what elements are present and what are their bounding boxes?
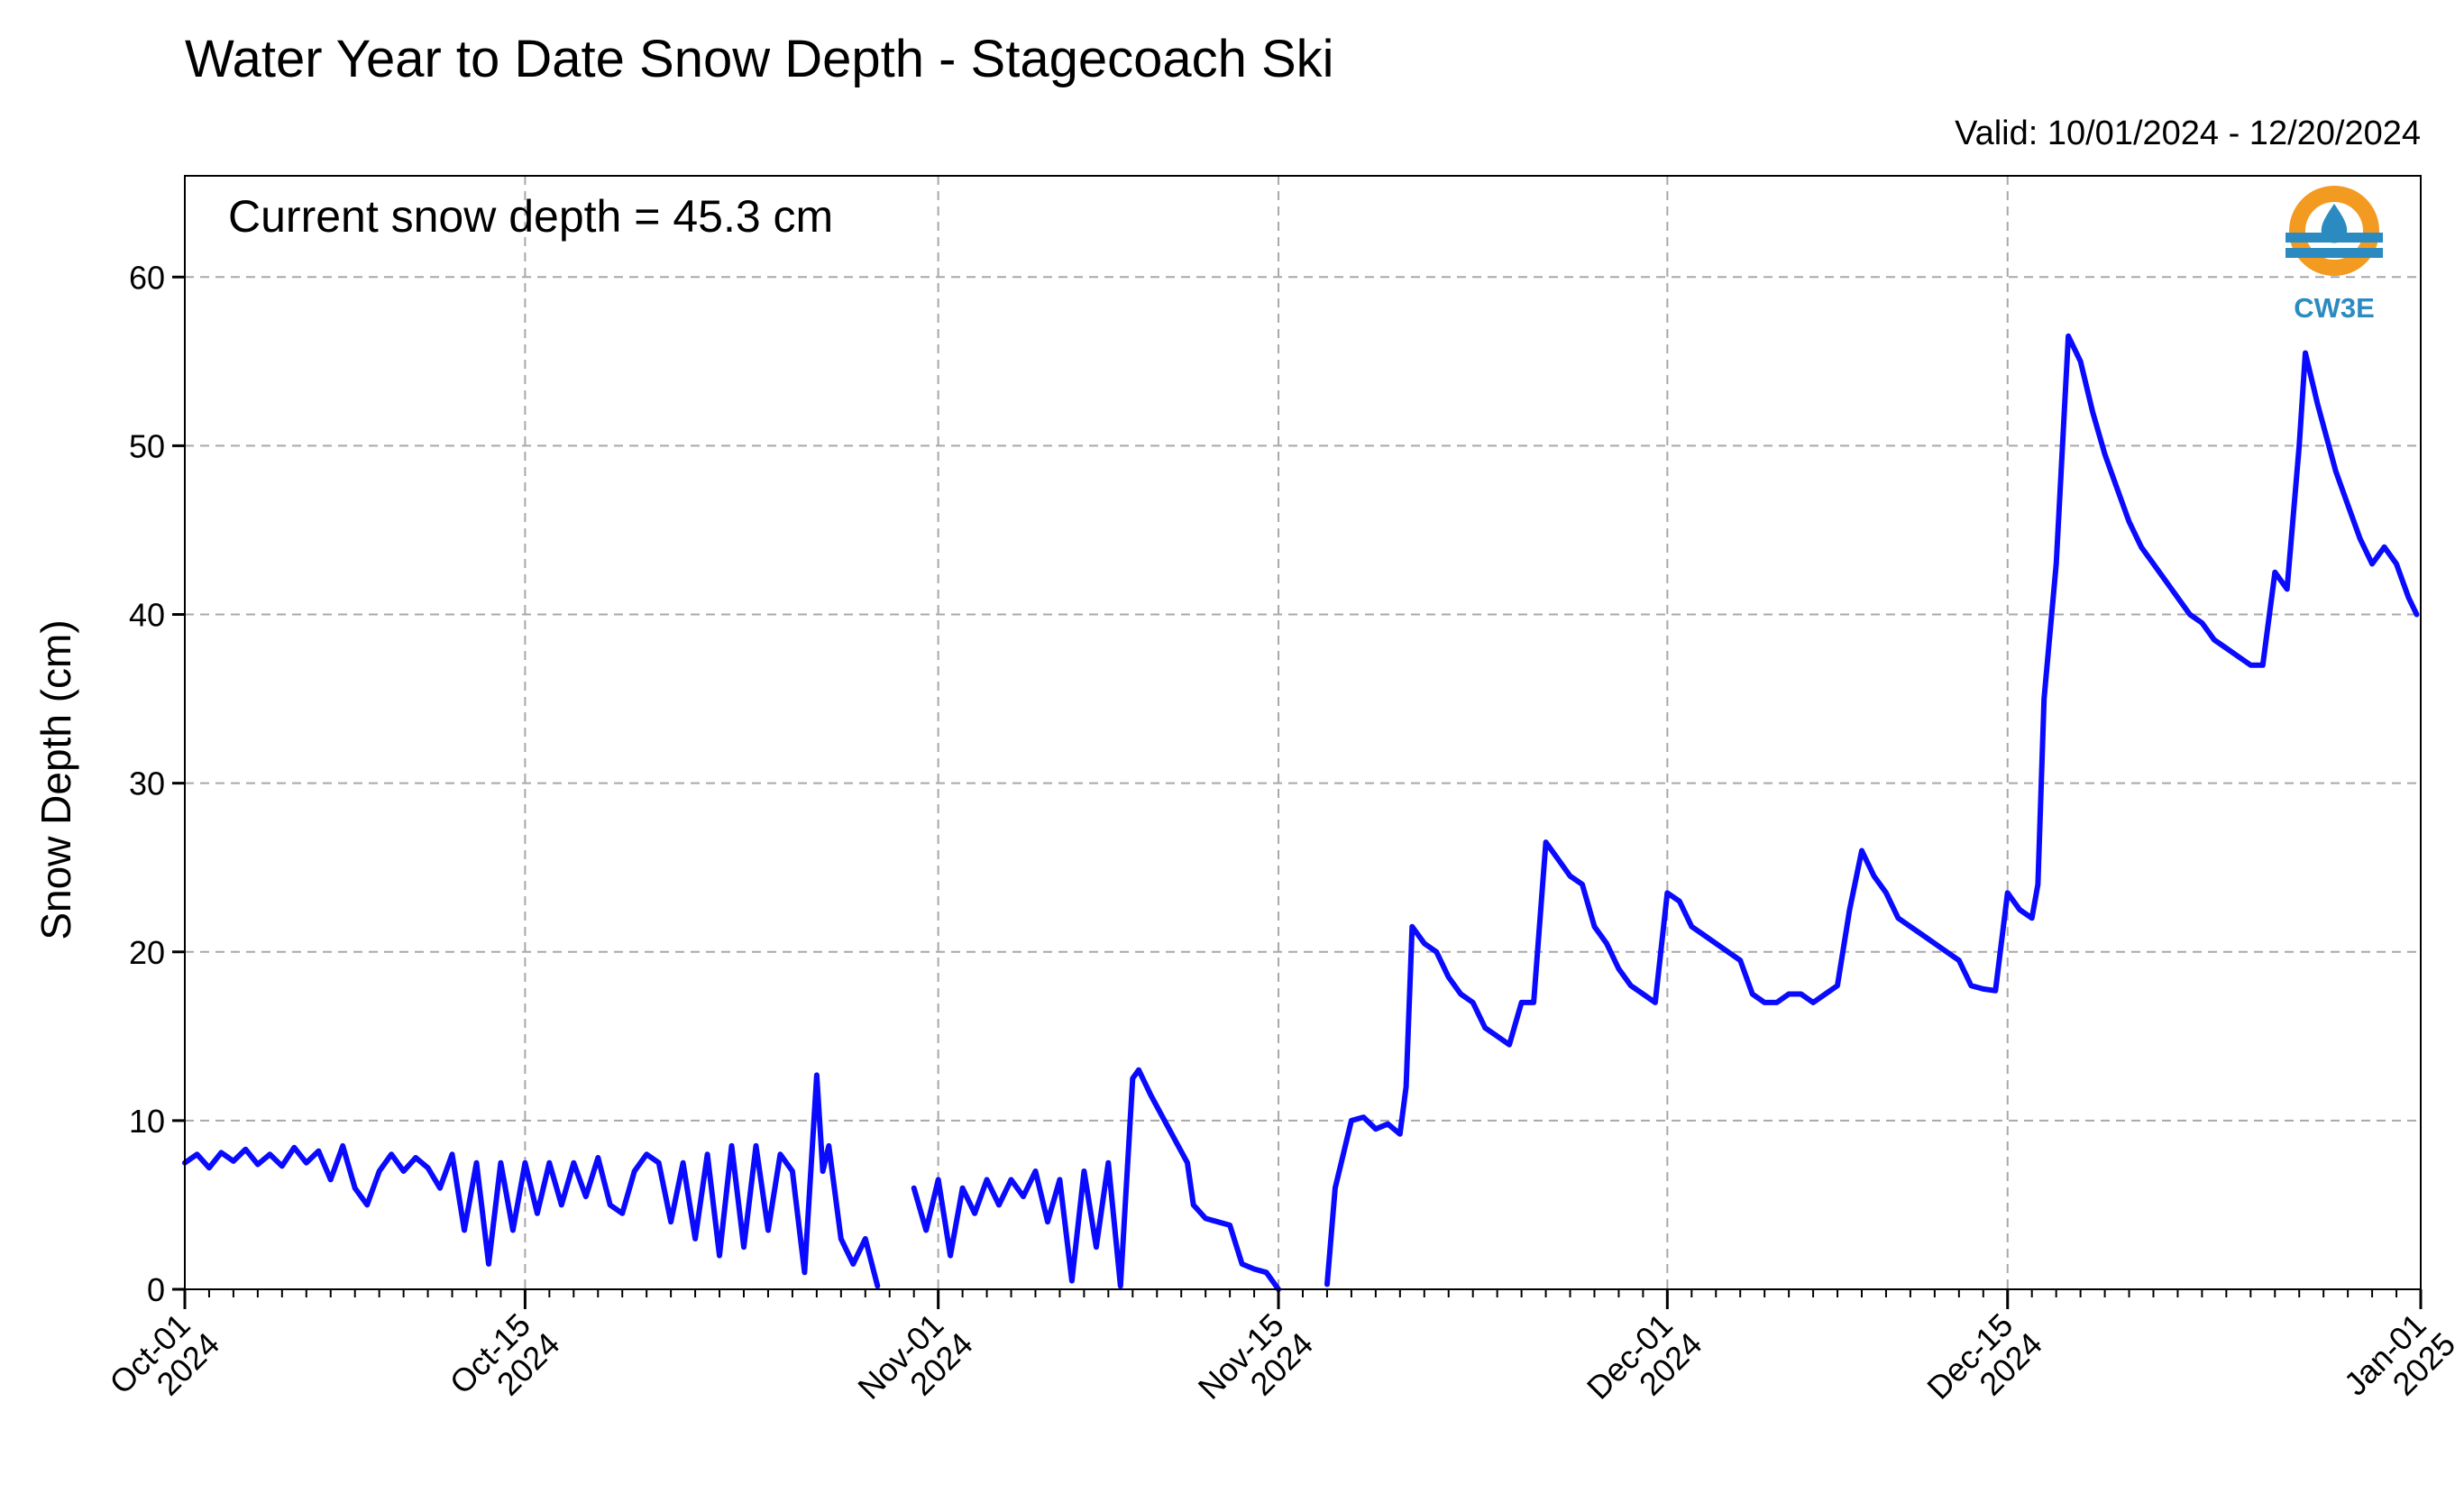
cw3e-logo: CW3E (2286, 186, 2383, 324)
grid (185, 176, 2421, 1289)
logo-wave-2 (2286, 248, 2383, 258)
y-tick-label: 60 (129, 259, 165, 296)
y-tick-label: 50 (129, 427, 165, 464)
y-tick-label: 40 (129, 597, 165, 634)
logo-droplet-icon (2321, 204, 2348, 243)
current-depth-annotation: Current snow depth = 45.3 cm (228, 191, 833, 242)
series-layer (182, 333, 2420, 1292)
snow-depth-series (182, 333, 2420, 1292)
y-tick-label: 20 (129, 934, 165, 971)
valid-date-range: Valid: 10/01/2024 - 12/20/2024 (1955, 115, 2421, 152)
y-axis-label: Snow Depth (cm) (32, 619, 79, 939)
y-tick-label: 0 (147, 1271, 165, 1308)
chart-title: Water Year to Date Snow Depth - Stagecoa… (185, 30, 1334, 88)
logo-text: CW3E (2294, 292, 2375, 324)
y-tick-label: 30 (129, 765, 165, 802)
plot-frame (184, 175, 2422, 1290)
y-tick-label: 10 (129, 1103, 165, 1140)
